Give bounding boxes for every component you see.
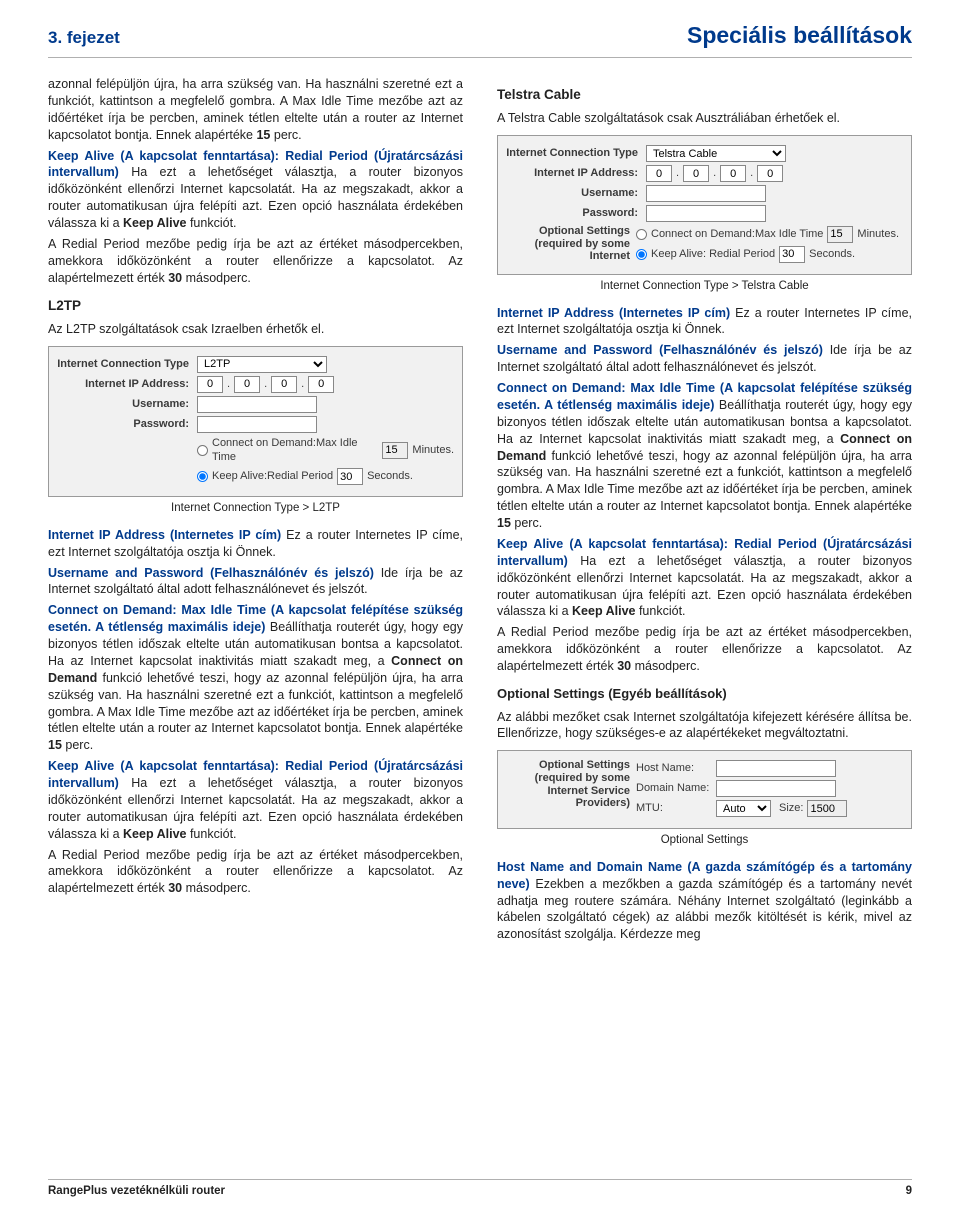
domain-name-input[interactable] <box>716 780 836 797</box>
radio-label: Keep Alive:Redial Period <box>212 469 333 484</box>
connect-on-demand-radio[interactable] <box>197 445 208 456</box>
radio-label: Keep Alive: Redial Period <box>651 247 775 262</box>
body-text: A Redial Period mezőbe pedig írja be azt… <box>497 624 912 675</box>
field-label: Internet Connection Type <box>57 357 197 372</box>
username-input[interactable] <box>197 396 317 413</box>
unit-label: Minutes. <box>412 443 454 458</box>
field-label: Internet Connection Type <box>506 146 646 161</box>
field-label: Domain Name: <box>636 781 716 796</box>
ip-octet[interactable] <box>683 165 709 182</box>
unit-label: Seconds. <box>809 247 855 262</box>
password-input[interactable] <box>197 416 317 433</box>
body-text: Username and Password (Felhasználónév és… <box>48 565 463 599</box>
side-label: Optional Settings (required by some Inte… <box>506 757 636 820</box>
body-text: A Telstra Cable szolgáltatások csak Ausz… <box>497 110 912 127</box>
left-column: azonnal felépüljön újra, ha arra szükség… <box>48 76 463 947</box>
unit-label: Minutes. <box>857 227 899 242</box>
body-text: Connect on Demand: Max Idle Time (A kapc… <box>497 380 912 532</box>
mtu-select[interactable]: Auto <box>716 800 771 817</box>
connection-type-select[interactable]: Telstra Cable <box>646 145 786 162</box>
telstra-heading: Telstra Cable <box>497 86 912 104</box>
optional-heading: Optional Settings (Egyéb beállítások) <box>497 685 912 703</box>
body-text: Host Name and Domain Name (A gazda számí… <box>497 859 912 943</box>
page-footer: RangePlus vezetéknélküli router 9 <box>48 1179 912 1200</box>
field-label: Internet IP Address: <box>506 166 646 181</box>
field-label: Username: <box>506 186 646 201</box>
ip-octet[interactable] <box>757 165 783 182</box>
ip-octet[interactable] <box>234 376 260 393</box>
body-text: Keep Alive (A kapcsolat fenntartása): Re… <box>48 148 463 232</box>
password-input[interactable] <box>646 205 766 222</box>
field-label: Internet IP Address: <box>57 377 197 392</box>
body-text: Internet IP Address (Internetes IP cím) … <box>497 305 912 339</box>
body-text: Username and Password (Felhasználónév és… <box>497 342 912 376</box>
ip-octet[interactable] <box>646 165 672 182</box>
telstra-form: Internet Connection Type Telstra Cable I… <box>497 135 912 275</box>
field-label: Password: <box>506 206 646 221</box>
body-text: Az alábbi mezőket csak Internet szolgált… <box>497 709 912 743</box>
idle-time-input[interactable] <box>827 226 853 243</box>
field-label: Host Name: <box>636 761 716 776</box>
body-text: azonnal felépüljön újra, ha arra szükség… <box>48 76 463 144</box>
radio-label: Connect on Demand:Max Idle Time <box>212 436 378 466</box>
field-label: Password: <box>57 417 197 432</box>
username-input[interactable] <box>646 185 766 202</box>
field-label: MTU: <box>636 801 716 816</box>
body-text: Connect on Demand: Max Idle Time (A kapc… <box>48 602 463 754</box>
l2tp-form: Internet Connection Type L2TP Internet I… <box>48 346 463 498</box>
side-label: Optional Settings (required by some Inte… <box>506 225 636 263</box>
ip-octet[interactable] <box>197 376 223 393</box>
figure-caption: Internet Connection Type > L2TP <box>48 501 463 517</box>
unit-label: Seconds. <box>367 469 413 484</box>
connect-on-demand-radio[interactable] <box>636 229 647 240</box>
keep-alive-radio[interactable] <box>636 249 647 260</box>
ip-octet[interactable] <box>720 165 746 182</box>
body-text: A Redial Period mezőbe pedig írja be azt… <box>48 236 463 287</box>
body-text: A Redial Period mezőbe pedig írja be azt… <box>48 847 463 898</box>
connection-type-select[interactable]: L2TP <box>197 356 327 373</box>
field-label: Size: <box>779 801 803 816</box>
host-name-input[interactable] <box>716 760 836 777</box>
redial-period-input[interactable] <box>337 468 363 485</box>
page-title: Speciális beállítások <box>687 20 912 51</box>
body-text: Internet IP Address (Internetes IP cím) … <box>48 527 463 561</box>
right-column: Telstra Cable A Telstra Cable szolgáltat… <box>497 76 912 947</box>
page-number: 9 <box>906 1184 912 1200</box>
mtu-size-input[interactable] <box>807 800 847 817</box>
ip-octet[interactable] <box>308 376 334 393</box>
page-header: 3. fejezet Speciális beállítások <box>48 20 912 58</box>
body-text: Az L2TP szolgáltatások csak Izraelben ér… <box>48 321 463 338</box>
optional-form: Optional Settings (required by some Inte… <box>497 750 912 829</box>
radio-label: Connect on Demand:Max Idle Time <box>651 227 823 242</box>
l2tp-heading: L2TP <box>48 297 463 315</box>
chapter-label: 3. fejezet <box>48 27 120 50</box>
content-columns: azonnal felépüljön újra, ha arra szükség… <box>48 76 912 947</box>
body-text: Keep Alive (A kapcsolat fenntartása): Re… <box>48 758 463 842</box>
footer-left: RangePlus vezetéknélküli router <box>48 1184 225 1200</box>
figure-caption: Optional Settings <box>497 833 912 849</box>
redial-period-input[interactable] <box>779 246 805 263</box>
idle-time-input[interactable] <box>382 442 408 459</box>
figure-caption: Internet Connection Type > Telstra Cable <box>497 279 912 295</box>
ip-octet[interactable] <box>271 376 297 393</box>
keep-alive-radio[interactable] <box>197 471 208 482</box>
body-text: Keep Alive (A kapcsolat fenntartása): Re… <box>497 536 912 620</box>
field-label: Username: <box>57 397 197 412</box>
